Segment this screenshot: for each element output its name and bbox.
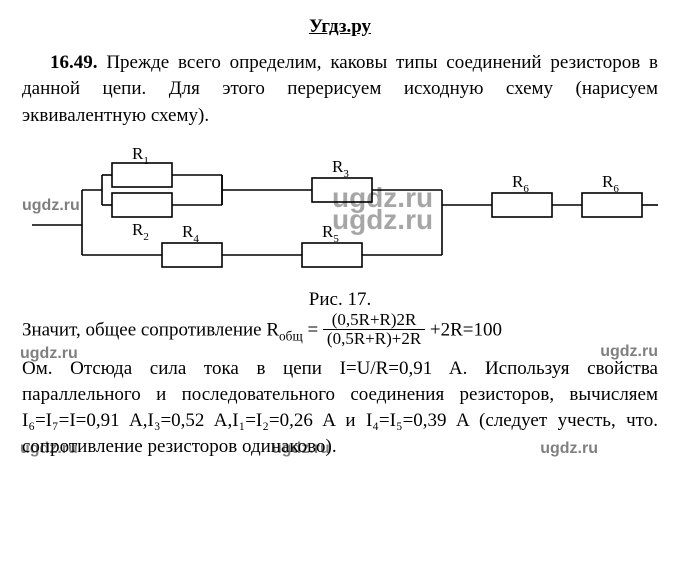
paragraph-3-text: Ом. Отсюда сила тока в цепи I=U/R=0,91 A…	[22, 358, 658, 458]
circuit-svg: R1R2R3R4R5R6R6	[22, 135, 658, 285]
page-root: Угдз.ру 16.49. Прежде всего определим, к…	[0, 0, 680, 479]
paragraph-3: Ом. Отсюда сила тока в цепи I=U/R=0,91 A…	[22, 356, 658, 461]
p2-text-a: Значит, общее сопротивление R	[22, 320, 279, 341]
fraction-denominator: (0,5R+R)+2R	[323, 330, 425, 348]
svg-text:R5: R5	[322, 222, 339, 245]
site-header: Угдз.ру	[22, 14, 658, 40]
paragraph-1: 16.49. Прежде всего определим, каковы ти…	[22, 50, 658, 129]
paragraph-2: Значит, общее сопротивление Rобщ = (0,5R…	[22, 313, 658, 350]
problem-number: 16.49.	[50, 52, 98, 73]
svg-text:R3: R3	[332, 157, 349, 180]
p2-eq: =	[307, 320, 322, 341]
svg-text:R2: R2	[132, 220, 149, 243]
watermark-small-6: ugdz.ru	[540, 438, 598, 460]
p2-text-b: +2R=100	[430, 320, 502, 341]
paragraph-1-text: Прежде всего определим, каковы типы соед…	[22, 52, 658, 125]
circuit-figure: R1R2R3R4R5R6R6 ugdz.ru ugdz.ru ugdz.ru	[22, 135, 658, 285]
svg-text:R6: R6	[602, 172, 619, 195]
svg-text:R4: R4	[182, 222, 199, 245]
fraction: (0,5R+R)2R (0,5R+R)+2R	[323, 311, 425, 348]
svg-text:R6: R6	[512, 172, 529, 195]
fraction-numerator: (0,5R+R)2R	[323, 311, 425, 330]
p2-sub: общ	[279, 329, 303, 344]
